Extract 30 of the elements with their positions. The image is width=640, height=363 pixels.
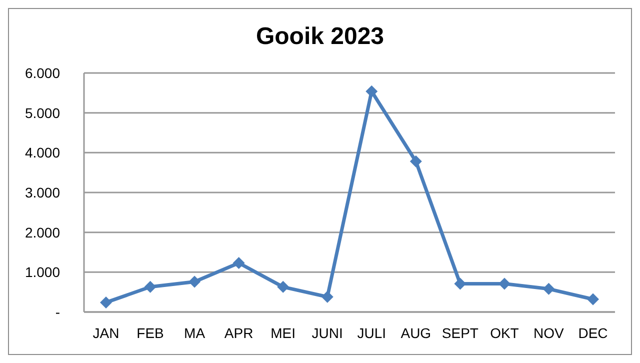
x-tick-label: DEC	[578, 324, 608, 341]
x-tick-label: MA	[184, 324, 206, 341]
x-tick-label: FEB	[136, 324, 164, 341]
point	[542, 282, 555, 295]
y-tick-label: -	[55, 304, 60, 320]
point	[321, 290, 334, 303]
y-tick-label: 4.000	[24, 144, 60, 161]
chart-title: Gooik 2023	[254, 23, 386, 51]
point	[366, 85, 378, 98]
point	[188, 276, 201, 288]
x-tick-label: SEPT	[442, 324, 479, 341]
x-tick-label: JULI	[357, 324, 386, 341]
point	[587, 293, 599, 306]
x-tick-label: APR	[224, 324, 254, 341]
x-tick-label: OKT	[490, 324, 520, 341]
y-tick-label: 5.000	[24, 104, 60, 121]
x-tick-label: AUG	[400, 324, 432, 341]
y-tick-label: 3.000	[24, 184, 60, 200]
x-tick-label: MEI	[270, 324, 296, 341]
point	[100, 296, 112, 308]
y-tick-label: 2.000	[24, 224, 60, 240]
x-tick-label: JUNI	[312, 324, 343, 341]
x-tick-label: JAN	[92, 324, 120, 341]
y-tick-label: 1.000	[24, 264, 60, 280]
point	[410, 155, 422, 168]
point	[277, 280, 290, 293]
y-tick-label: 6.000	[24, 64, 60, 81]
x-tick-label: NOV	[534, 324, 565, 341]
point	[144, 280, 156, 293]
point	[232, 257, 245, 270]
